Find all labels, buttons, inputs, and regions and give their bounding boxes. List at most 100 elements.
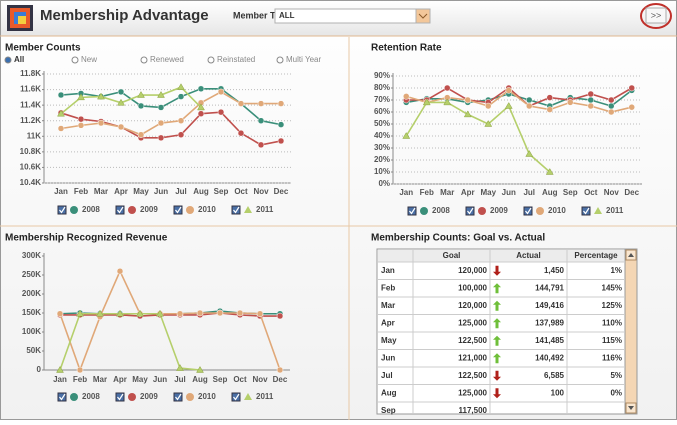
series-line xyxy=(60,111,282,146)
point xyxy=(77,93,85,101)
x-tick-label: Dec xyxy=(274,187,289,196)
expand-label: >> xyxy=(651,10,662,20)
x-tick-label: Oct xyxy=(234,187,248,196)
x-tick-label: Dec xyxy=(624,188,639,197)
point xyxy=(176,364,184,371)
column-header: Actual xyxy=(516,251,540,260)
cell: 110% xyxy=(602,318,622,327)
x-tick-label: Jul xyxy=(174,375,186,384)
x-tick-label: Mar xyxy=(440,188,454,197)
legend-item[interactable]: 2010 xyxy=(523,206,566,216)
trend-arrow xyxy=(493,370,501,381)
legend-item[interactable]: 2009 xyxy=(115,205,158,215)
point xyxy=(116,309,124,317)
member-type-select[interactable]: ALL xyxy=(274,8,431,24)
y-tick-label: 90% xyxy=(374,71,390,80)
cell: 125% xyxy=(602,301,622,310)
point xyxy=(157,134,165,142)
point xyxy=(463,110,472,118)
point xyxy=(136,309,144,317)
point xyxy=(587,96,594,104)
series-line xyxy=(406,86,633,107)
point xyxy=(628,103,635,111)
trend-arrow xyxy=(493,335,501,346)
y-tick-label: 11.4K xyxy=(20,100,41,109)
x-tick-label: Dec xyxy=(273,375,288,384)
point xyxy=(137,131,145,138)
legend-check xyxy=(59,206,66,214)
legend-item[interactable]: 2008 xyxy=(407,206,450,216)
legend-item[interactable]: 2008 xyxy=(57,392,100,402)
point xyxy=(545,168,554,175)
point xyxy=(277,121,285,128)
legend-marker xyxy=(420,207,428,215)
radio-label: Reinstated xyxy=(217,55,255,64)
legend-checkbox xyxy=(581,206,591,216)
x-tick-label: Apr xyxy=(113,375,127,384)
point xyxy=(608,96,615,104)
filter-radio[interactable]: New xyxy=(71,55,97,64)
y-tick-label: 11K xyxy=(27,131,41,140)
point xyxy=(157,104,165,111)
cell: 120,000 xyxy=(458,266,487,275)
cell: 5% xyxy=(610,371,622,380)
legend-item[interactable]: 2011 xyxy=(231,392,274,402)
point xyxy=(277,137,285,145)
y-tick-label: 40% xyxy=(374,131,390,140)
point xyxy=(76,366,84,374)
point xyxy=(444,84,451,92)
column-header: Goal xyxy=(443,251,461,260)
legend-label: 2009 xyxy=(140,205,158,214)
point xyxy=(97,119,105,127)
legend-check xyxy=(467,207,474,215)
x-tick-label: Aug xyxy=(193,187,209,196)
filter-radio[interactable]: Reinstated xyxy=(207,55,255,64)
filter-radio[interactable]: Multi Year xyxy=(276,55,321,64)
point xyxy=(137,91,145,98)
radio-label: New xyxy=(81,55,97,64)
x-tick-label: Jul xyxy=(523,188,535,197)
row-label: Feb xyxy=(381,283,395,292)
point xyxy=(526,102,533,110)
app-title: Membership Advantage xyxy=(40,7,209,24)
legend-item[interactable]: 2009 xyxy=(115,392,158,402)
cell: 120,000 xyxy=(458,301,487,310)
legend-item[interactable]: 2011 xyxy=(231,205,274,215)
legend-label: 2011 xyxy=(256,205,274,214)
cell: 117,500 xyxy=(459,406,488,415)
expand-button[interactable]: >> xyxy=(640,3,672,29)
point xyxy=(197,103,205,111)
point xyxy=(546,106,553,113)
x-tick-label: Jun xyxy=(153,375,167,384)
point xyxy=(628,84,635,92)
legend-item[interactable]: 2010 xyxy=(173,205,216,215)
y-tick-label: 80% xyxy=(374,83,390,92)
legend-item[interactable]: 2008 xyxy=(57,205,100,215)
legend-label: 2009 xyxy=(490,206,508,215)
legend-marker xyxy=(186,393,194,401)
point xyxy=(403,93,410,100)
legend-item[interactable]: 2010 xyxy=(173,392,216,402)
point xyxy=(96,309,104,317)
chart-title: Member Counts xyxy=(5,43,81,54)
cell: 149,416 xyxy=(535,301,564,310)
y-tick-label: 10.4K xyxy=(20,178,42,187)
point xyxy=(587,102,594,110)
point xyxy=(77,122,85,129)
point xyxy=(117,98,125,106)
legend-item[interactable]: 2011 xyxy=(581,206,624,216)
cell: 1,450 xyxy=(544,266,565,275)
filter-radio[interactable]: Renewed xyxy=(140,55,184,64)
point xyxy=(237,129,245,137)
series-line xyxy=(60,312,280,317)
filter-radio[interactable]: All xyxy=(4,55,24,64)
y-tick-label: 0% xyxy=(378,179,390,188)
legend-item[interactable]: 2009 xyxy=(465,206,508,216)
legend-checkbox xyxy=(407,206,417,216)
x-tick-label: Feb xyxy=(73,375,87,384)
point xyxy=(177,131,185,138)
cell: 100 xyxy=(551,388,565,397)
radio-label: Renewed xyxy=(150,55,184,64)
point xyxy=(257,141,265,149)
point xyxy=(276,366,284,374)
